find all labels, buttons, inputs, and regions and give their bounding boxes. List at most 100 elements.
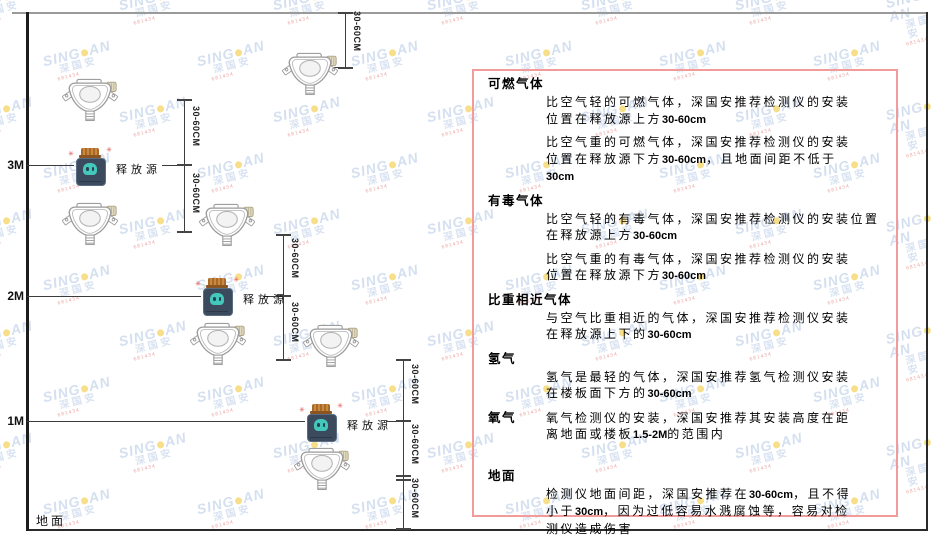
section-heading: 有毒气体	[488, 193, 545, 208]
dimension-tick	[395, 479, 411, 481]
release-source-icon: ✳ ✳	[195, 277, 239, 316]
dimension-tick	[176, 231, 192, 233]
height-line-1M	[27, 421, 305, 422]
gas-detector-icon	[199, 199, 255, 249]
panel-section: 地面检测仪地面间距，深国安推荐在30-60cm，且不得 小于30cm，因为过低容易…	[488, 468, 886, 538]
panel-section: 比重相近气体与空气比重相近的气体，深国安推荐检测仪安装 在释放源上下的30-60c…	[488, 292, 886, 344]
dimension-tick	[395, 359, 411, 361]
blob-eye	[317, 423, 320, 427]
source-rim	[310, 411, 332, 414]
body-paragraph: 比空气重的有毒气体，深国安推荐检测仪的安装 位置在释放源下方30-60cm	[546, 251, 851, 283]
ceiling-line	[12, 12, 928, 14]
section-body: 与空气比重相近的气体，深国安推荐检测仪安装 在释放源上下的30-60cm	[546, 310, 886, 344]
section-body: 氢气是最轻的气体，深国安推荐氢气检测仪安装 在楼板面下方的30-60cm	[546, 369, 886, 403]
section-heading: 氢气	[488, 351, 517, 366]
section-body: 比空气轻的可燃气体，深国安推荐检测仪的安装 位置在释放源上方30-60cm 比空气重…	[546, 94, 886, 186]
source-body	[307, 414, 337, 442]
section-heading: 地面	[488, 468, 517, 483]
gas-detector-icon	[62, 74, 118, 124]
panel-section: 有毒气体 比空气轻的有毒气体，深国安推荐检测仪的安装位置 在释放源上方30-60cm…	[488, 193, 886, 285]
dimension-label: 30-60CM	[191, 106, 201, 147]
source-seam	[310, 436, 332, 438]
release-source-icon: ✳ ✳	[299, 403, 343, 442]
spark-icon: ✳	[299, 407, 305, 414]
height-label: 2M	[7, 289, 24, 303]
height-line-2M	[27, 296, 201, 297]
section-heading: 比重相近气体	[488, 292, 573, 307]
dimension-label: 30-60CM	[410, 424, 420, 465]
release-source-label: 释放源	[347, 420, 392, 432]
dimension-label: 30-60CM	[410, 364, 420, 405]
dimension-line	[344, 13, 346, 68]
release-source-icon: ✳ ✳	[68, 147, 112, 186]
body-paragraph: 比空气轻的可燃气体，深国安推荐检测仪的安装 位置在释放源上方30-60cm	[546, 95, 851, 126]
spark-icon: ✳	[106, 147, 112, 154]
height-label: 1M	[7, 414, 24, 428]
dimension-tick	[337, 67, 353, 69]
ground-line	[27, 529, 926, 531]
dimension-tick	[337, 12, 353, 14]
blob-eye	[91, 167, 94, 171]
panel-section: 氧气 氧气检测仪的安装，深国安推荐其安装高度在距 离地面或楼板1.5-2M的范围内	[488, 410, 886, 450]
section-body: 比空气轻的有毒气体，深国安推荐检测仪的安装位置 在释放源上方30-60cm 比空气重…	[546, 211, 886, 285]
source-rim	[79, 155, 101, 158]
source-body	[203, 288, 233, 316]
dimension-label: 30-60CM	[352, 11, 362, 52]
connector-line	[263, 296, 283, 297]
dimension-line	[282, 235, 284, 360]
section-heading: 氧气	[488, 410, 517, 425]
gas-detector-icon	[294, 443, 350, 493]
source-seam	[79, 180, 101, 182]
connector-line	[386, 421, 403, 422]
release-source-label: 释放源	[116, 164, 161, 176]
gas-detector-icon	[62, 198, 118, 248]
section-heading: 可燃气体	[488, 77, 545, 91]
height-label: 3M	[7, 158, 24, 172]
gas-detector-icon	[303, 320, 359, 370]
body-paragraph: 氢气是最轻的气体，深国安推荐氢气检测仪安装 在楼板面下方的30-60cm	[546, 369, 851, 401]
source-rim	[206, 285, 228, 288]
dimension-tick	[275, 295, 291, 297]
body-paragraph: 比空气轻的有毒气体，深国安推荐检测仪的安装位置 在释放源上方30-60cm	[546, 211, 880, 243]
blob-eye	[218, 297, 221, 301]
panel-section: 氢气氢气是最轻的气体，深国安推荐氢气检测仪安装 在楼板面下方的30-60cm	[488, 351, 886, 403]
panel-section: 可燃气体 比空气轻的可燃气体，深国安推荐检测仪的安装 位置在释放源上方30-60cm…	[488, 76, 886, 186]
connector-line	[328, 67, 345, 68]
dimension-tick	[395, 475, 411, 477]
dimension-label: 30-60CM	[290, 302, 300, 343]
source-gas-blob	[83, 163, 97, 175]
height-line-3M	[27, 165, 74, 166]
source-cap	[208, 278, 226, 286]
body-paragraph: 检测仪地面间距，深国安推荐在30-60cm，且不得 小于30cm，因为过低容易水溅…	[546, 486, 852, 536]
body-paragraph: 氧气检测仪的安装，深国安推荐其安装高度在距 离地面或楼板1.5-2M的范围内	[546, 410, 851, 442]
source-gas-blob	[314, 419, 328, 431]
dimension-tick	[176, 99, 192, 101]
dimension-line	[183, 100, 185, 232]
source-cap	[81, 148, 99, 156]
ground-label: 地面	[36, 514, 67, 528]
guideline-panel: 可燃气体 比空气轻的可燃气体，深国安推荐检测仪的安装 位置在释放源上方30-60cm…	[472, 69, 898, 536]
blob-eye	[213, 297, 216, 301]
gas-detector-icon	[282, 48, 338, 98]
source-seam	[206, 310, 228, 312]
spark-icon: ✳	[233, 277, 239, 284]
source-gas-blob	[210, 293, 224, 305]
dimension-tick	[395, 528, 411, 530]
section-body: 氧气检测仪的安装，深国安推荐其安装高度在距 离地面或楼板1.5-2M的范围内	[546, 410, 886, 450]
dimension-tick	[275, 359, 291, 361]
blob-eye	[86, 167, 89, 171]
height-axis-line	[26, 12, 29, 531]
dimension-label: 30-60CM	[410, 478, 420, 519]
section-body: 检测仪地面间距，深国安推荐在30-60cm，且不得 小于30cm，因为过低容易水溅…	[546, 486, 886, 538]
release-source-label: 释放源	[243, 294, 288, 306]
source-cap	[312, 404, 330, 412]
frame-right-line	[926, 12, 928, 531]
gas-detector-icon	[190, 318, 246, 368]
source-body	[76, 158, 106, 186]
spark-icon: ✳	[68, 151, 74, 158]
spark-icon: ✳	[337, 403, 343, 410]
spark-icon: ✳	[195, 281, 201, 288]
dimension-tick	[176, 164, 192, 166]
dimension-tick	[275, 234, 291, 236]
